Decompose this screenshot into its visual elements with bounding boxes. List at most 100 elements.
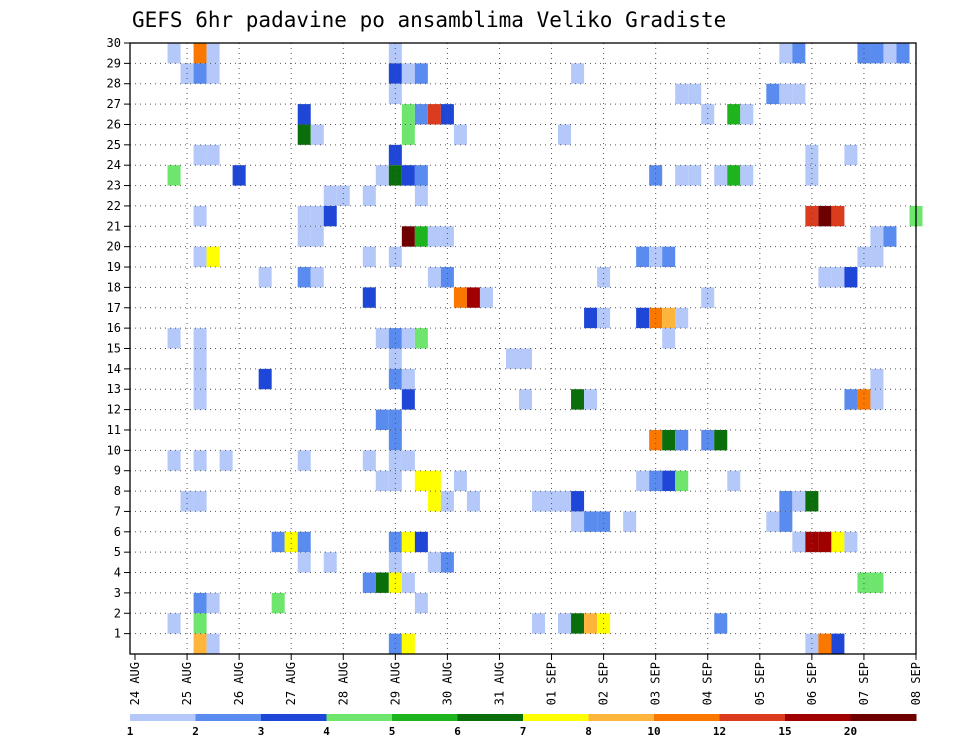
precip-cell — [453, 470, 467, 492]
colorbar-label: 2 — [192, 725, 199, 738]
precip-cell — [479, 287, 493, 308]
precip-cell — [193, 450, 207, 471]
precip-cell — [427, 470, 441, 492]
y-tick-label: 28 — [107, 77, 121, 91]
precip-cell — [206, 144, 220, 166]
precip-cell — [558, 124, 572, 145]
precip-cell — [297, 450, 311, 471]
precip-cell — [388, 450, 402, 471]
precip-cell — [401, 226, 415, 247]
precip-cell — [401, 328, 415, 349]
precip-cell — [844, 531, 858, 553]
precip-cell — [167, 328, 181, 349]
precip-cell — [453, 124, 467, 145]
precip-cell — [362, 572, 376, 593]
precip-cells — [167, 43, 923, 654]
precip-cell — [206, 246, 220, 268]
colorbar-label: 20 — [844, 725, 857, 738]
precip-cell — [466, 287, 480, 308]
precip-cell — [870, 226, 884, 247]
precip-cell — [662, 246, 676, 268]
colorbar-label: 6 — [454, 725, 461, 738]
y-tick-label: 22 — [107, 199, 121, 213]
precip-cell — [779, 491, 793, 512]
precip-cell — [206, 43, 220, 64]
precip-cell — [375, 328, 389, 349]
colorbar-segment — [785, 714, 851, 721]
precip-cell — [779, 511, 793, 532]
precip-cell — [401, 389, 415, 410]
precip-cell — [636, 246, 650, 268]
precip-cell — [727, 165, 741, 186]
precip-cell — [662, 328, 676, 349]
precip-cell — [440, 267, 454, 288]
precip-cell — [571, 63, 585, 84]
y-tick-label: 17 — [107, 301, 121, 315]
y-tick-label: 11 — [107, 423, 121, 437]
precip-cell — [388, 368, 402, 390]
precip-cell — [401, 368, 415, 390]
precip-cell — [675, 83, 689, 105]
precip-cell — [792, 531, 806, 553]
precip-cell — [870, 389, 884, 410]
precip-cell — [844, 267, 858, 288]
precip-cell — [779, 43, 793, 64]
y-tick-label: 4 — [114, 566, 121, 580]
precip-cell — [883, 226, 897, 247]
precip-cell — [427, 267, 441, 288]
colorbar-segment — [457, 714, 524, 721]
x-tick-label: 06 SEP — [805, 662, 819, 705]
precip-cell — [310, 205, 324, 227]
precip-cell — [662, 470, 676, 492]
y-tick-label: 23 — [107, 179, 121, 193]
precip-cell — [167, 43, 181, 64]
precip-cell — [584, 613, 598, 634]
precip-cell — [818, 633, 832, 654]
precip-cell — [818, 267, 832, 288]
precip-cell — [401, 450, 415, 471]
precip-cell — [518, 348, 533, 369]
colorbar-label: 4 — [323, 725, 330, 738]
x-tick-label: 28 AUG — [336, 662, 350, 705]
precip-cell — [649, 470, 663, 492]
precip-cell — [388, 165, 402, 186]
precip-cell — [388, 246, 402, 268]
colorbar-segment — [392, 714, 458, 721]
precip-cell — [532, 613, 546, 634]
precip-cell — [818, 205, 832, 227]
y-tick-label: 3 — [114, 586, 121, 600]
precip-cell — [440, 226, 454, 247]
precip-cell — [414, 328, 428, 349]
precip-cell — [805, 491, 819, 512]
colorbar-label: 3 — [258, 725, 265, 738]
precip-cell — [597, 267, 611, 288]
precip-cell — [414, 104, 428, 125]
chart-grid — [130, 43, 916, 654]
x-tick-label: 26 AUG — [232, 662, 246, 705]
colorbar-segment — [130, 714, 196, 721]
x-tick-label: 07 SEP — [857, 662, 871, 705]
precip-cell — [336, 185, 350, 206]
precip-cell — [375, 572, 389, 593]
colorbar-label: 12 — [713, 725, 726, 738]
precip-cell — [414, 63, 428, 84]
precip-cell — [401, 124, 415, 145]
precip-cell — [297, 267, 311, 288]
colorbar-segment — [588, 714, 655, 721]
x-tick-label: 01 SEP — [545, 662, 559, 705]
precip-cell — [662, 429, 676, 451]
precip-cell — [193, 43, 207, 64]
precip-cell — [193, 491, 207, 512]
precip-cell — [883, 43, 897, 64]
precip-cell — [401, 531, 415, 553]
colorbar-label: 8 — [585, 725, 592, 738]
x-tick-label: 03 SEP — [649, 662, 663, 705]
precip-cell — [297, 104, 311, 125]
chart-title: GEFS 6hr padavine po ansamblima Veliko G… — [132, 8, 726, 32]
precip-cell — [193, 63, 207, 84]
precip-cell — [688, 83, 702, 105]
precip-cell — [453, 287, 467, 308]
precip-cell — [571, 491, 585, 512]
precip-cell — [180, 491, 194, 512]
